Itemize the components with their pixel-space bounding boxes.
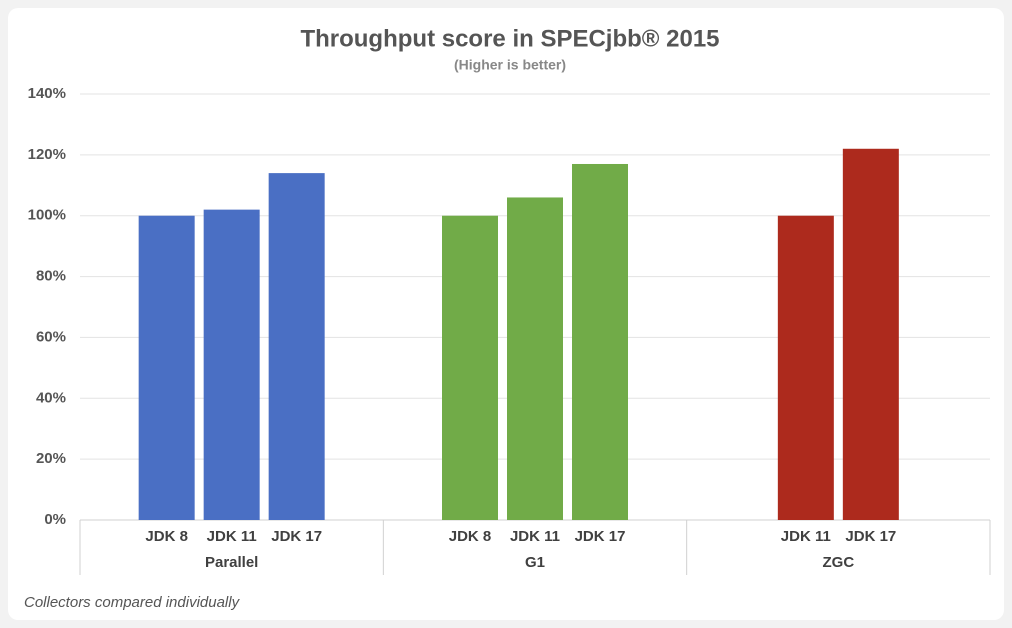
y-tick-label: 120% <box>28 146 66 163</box>
chart-subtitle: (Higher is better) <box>454 57 566 73</box>
bar <box>203 209 260 520</box>
x-tick-label: JDK 8 <box>449 528 492 545</box>
x-tick-label: JDK 17 <box>845 528 896 545</box>
group-label: Parallel <box>205 554 258 571</box>
y-tick-label: 40% <box>36 389 66 406</box>
chart-title: Throughput score in SPECjbb® 2015 <box>300 25 719 52</box>
bar <box>507 197 563 520</box>
bar <box>138 215 195 520</box>
y-tick-label: 100% <box>28 207 66 224</box>
y-tick-label: 140% <box>28 85 66 102</box>
x-tick-label: JDK 17 <box>271 528 322 545</box>
x-tick-label: JDK 11 <box>510 528 560 545</box>
bar <box>572 163 628 520</box>
y-tick-label: 20% <box>36 450 66 467</box>
x-tick-label: JDK 11 <box>781 528 831 545</box>
y-tick-label: 60% <box>36 328 66 345</box>
footnote: Collectors compared individually <box>24 594 241 611</box>
y-tick-label: 80% <box>36 268 66 285</box>
group-label: G1 <box>525 554 545 571</box>
x-tick-label: JDK 17 <box>575 528 626 545</box>
group-label: ZGC <box>822 554 854 571</box>
bar <box>442 215 498 520</box>
y-tick-label: 0% <box>44 511 66 528</box>
x-tick-label: JDK 11 <box>207 528 257 545</box>
bar <box>842 148 899 520</box>
bar <box>777 215 834 520</box>
x-tick-label: JDK 8 <box>145 528 188 545</box>
bar <box>268 173 325 520</box>
